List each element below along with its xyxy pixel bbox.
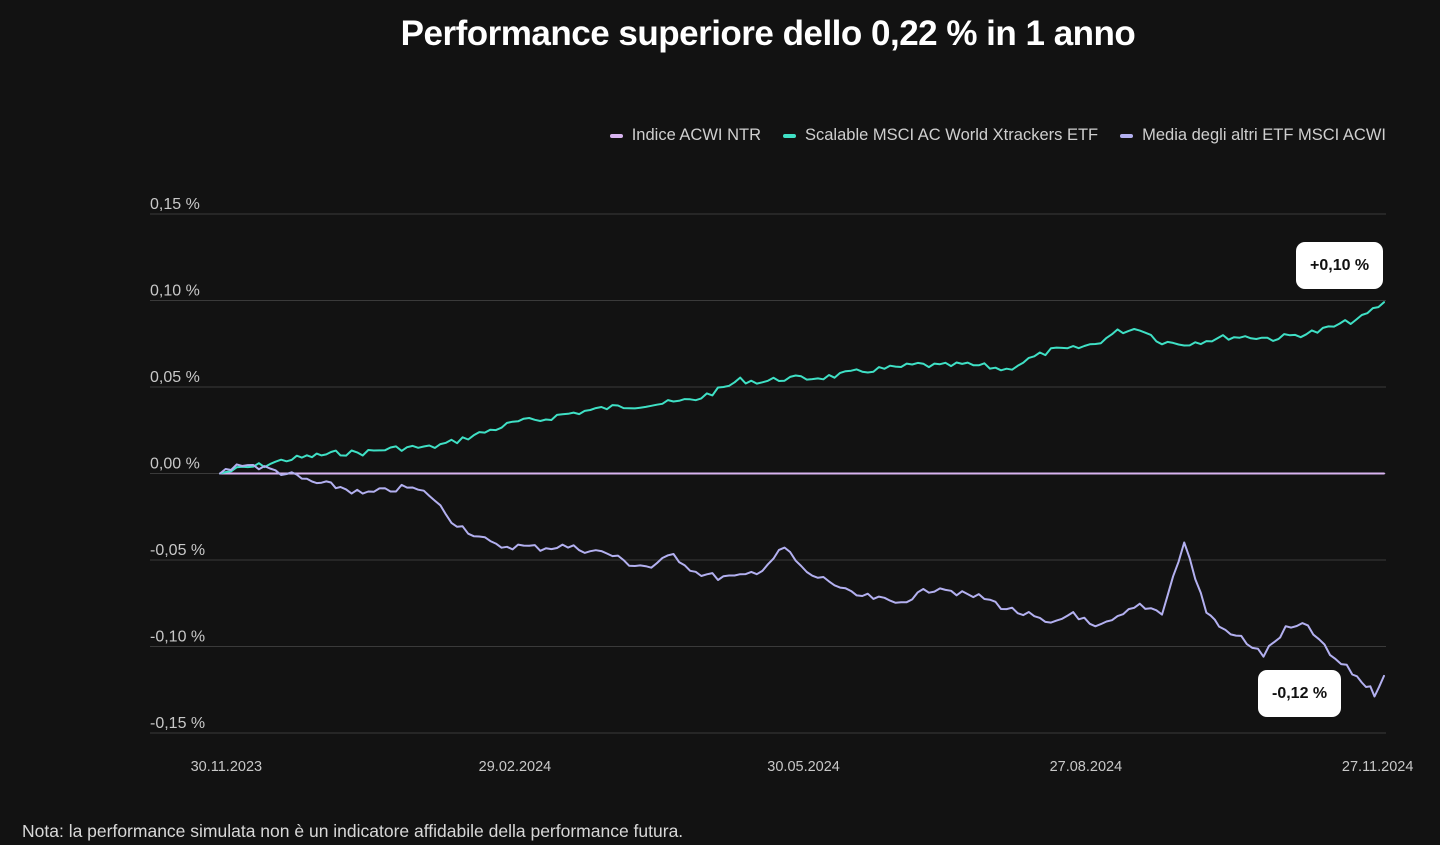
line-chart: 0,15 % 0,10 % 0,05 % 0,00 % -0,05 % -0,10 % -0… — [150, 196, 1414, 775]
legend-label-index: Indice ACWI NTR — [631, 126, 761, 144]
end-value-callout-other-etfs: -0,12 % — [1258, 669, 1342, 717]
x-tick-label: 30.05.2024 — [767, 759, 840, 775]
y-tick-label: -0,05 % — [150, 542, 205, 559]
y-tick-label: 0,00 % — [150, 456, 200, 473]
y-tick-label: 0,05 % — [150, 369, 200, 386]
y-tick-label: 0,15 % — [150, 196, 200, 213]
legend-swatch-scalable-etf — [783, 133, 796, 138]
footnote: Nota: la performance simulata non è un i… — [22, 821, 684, 841]
legend-swatch-index — [609, 133, 623, 138]
legend-item-other-etfs[interactable]: Media degli altri ETF MSCI ACWI — [1120, 126, 1386, 145]
y-tick-label: -0,15 % — [150, 715, 205, 732]
chart-legend: Indice ACWI NTR Scalable MSCI AC World X… — [609, 126, 1386, 145]
x-tick-label: 27.08.2024 — [1050, 759, 1123, 775]
legend-label-scalable-etf: Scalable MSCI AC World Xtrackers ETF — [805, 126, 1099, 144]
y-tick-label: -0,10 % — [150, 629, 205, 646]
x-tick-label: 29.02.2024 — [479, 759, 552, 775]
x-tick-label: 30.11.2023 — [191, 759, 263, 775]
series-line-other-etfs — [219, 463, 1385, 698]
legend-item-scalable-etf[interactable]: Scalable MSCI AC World Xtrackers ETF — [783, 126, 1098, 145]
x-tick-label: 27.11.2024 — [1342, 759, 1414, 775]
chart-title: Performance superiore dello 0,22 % in 1 … — [400, 14, 1136, 53]
legend-swatch-other-etfs — [1120, 133, 1134, 138]
legend-label-other-etfs: Media degli altri ETF MSCI ACWI — [1142, 126, 1386, 144]
legend-item-index[interactable]: Indice ACWI NTR — [609, 126, 761, 145]
series-line-scalable-etf — [219, 301, 1385, 475]
y-tick-label: 0,10 % — [150, 283, 200, 300]
end-value-callout-scalable-etf: +0,10 % — [1296, 242, 1384, 290]
